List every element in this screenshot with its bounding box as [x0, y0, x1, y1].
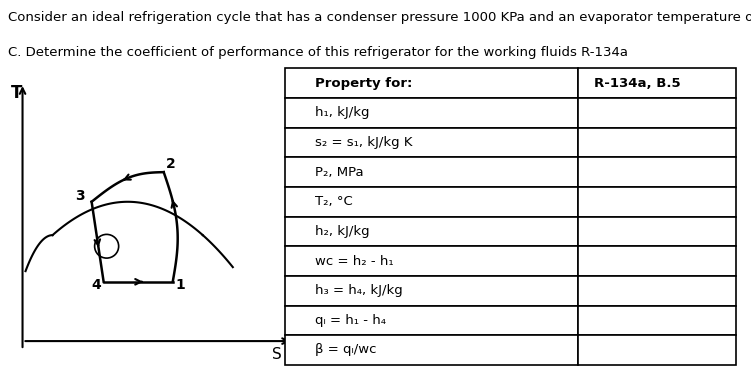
Text: C. Determine the coefficient of performance of this refrigerator for the working: C. Determine the coefficient of performa…: [8, 46, 628, 59]
Text: 2: 2: [167, 157, 176, 171]
Text: S: S: [272, 347, 282, 362]
Text: T: T: [11, 84, 22, 102]
Text: 3: 3: [76, 188, 85, 203]
Text: 4: 4: [92, 278, 101, 292]
Text: Consider an ideal refrigeration cycle that has a condenser pressure 1000 KPa and: Consider an ideal refrigeration cycle th…: [8, 11, 751, 24]
Text: 1: 1: [176, 278, 185, 292]
